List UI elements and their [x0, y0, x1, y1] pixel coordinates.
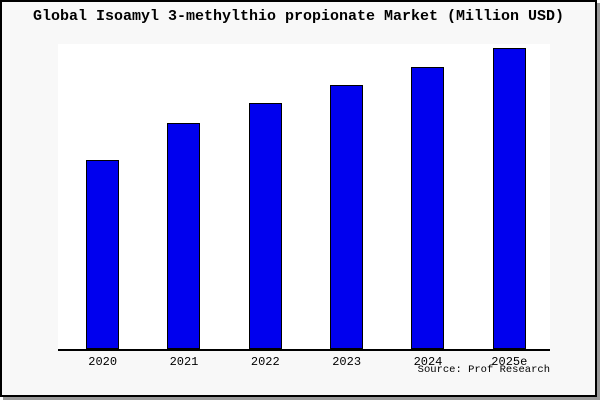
chart-title: Global Isoamyl 3-methylthio propionate M…	[32, 8, 565, 25]
x-tick-label-2025e: 2025e	[491, 355, 528, 369]
x-axis-tick-labels: 2020 2021 2022 2023 2024 2025e	[58, 355, 550, 369]
bar-2025e	[492, 48, 526, 349]
bar-slot-2021	[143, 123, 224, 349]
x-tick-label-2021: 2021	[169, 355, 199, 369]
x-tick-label-2024: 2024	[413, 355, 443, 369]
bar-2024	[411, 67, 445, 349]
bar-2022	[248, 103, 282, 349]
bar-2021	[167, 123, 201, 349]
bar-slot-2022	[225, 103, 306, 349]
x-tick-label-2022: 2022	[250, 355, 280, 369]
bar-slot-2024	[387, 67, 468, 349]
bar-slot-2023	[306, 85, 387, 349]
x-tick-label-2023: 2023	[332, 355, 362, 369]
bar-2020	[86, 160, 120, 349]
bar-slot-2020	[62, 160, 143, 349]
x-tick-label-2020: 2020	[88, 355, 118, 369]
plot-area	[58, 44, 550, 351]
bar-2023	[330, 85, 364, 349]
bars-row	[58, 44, 550, 349]
bar-slot-2025e	[469, 48, 550, 349]
source-note: Source: Prof Research	[417, 364, 550, 376]
